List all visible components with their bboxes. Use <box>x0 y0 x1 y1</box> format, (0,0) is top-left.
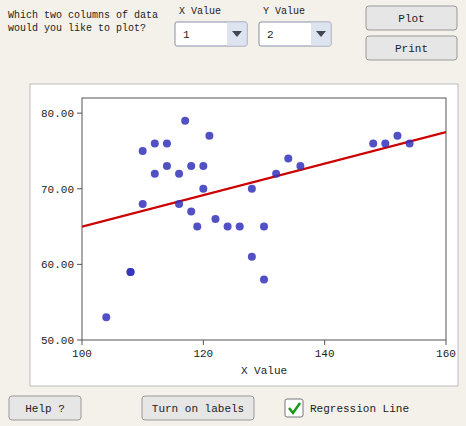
point <box>102 313 110 321</box>
point <box>151 170 159 178</box>
dropdown-arrow <box>316 31 326 37</box>
axes: 100 120 140 160 50.00 60.00 70.00 80.00 X Value <box>41 98 456 377</box>
button-label: Turn on labels <box>152 403 244 415</box>
x-tick-label: 140 <box>315 348 335 360</box>
point <box>260 276 268 284</box>
button-box <box>366 36 457 60</box>
point <box>127 268 135 276</box>
checkbox-label: Regression Line <box>310 403 409 415</box>
point <box>127 268 135 276</box>
dropdown-arrow-area <box>227 23 247 46</box>
plot-frame <box>82 98 446 340</box>
point <box>199 162 207 170</box>
point <box>296 162 304 170</box>
point <box>187 162 195 170</box>
dropdown-label: X Value <box>179 6 221 17</box>
button[interactable]: Help ? <box>9 396 81 420</box>
point <box>139 200 147 208</box>
point <box>199 185 207 193</box>
marks <box>82 117 446 322</box>
button[interactable]: Print <box>366 36 457 60</box>
point <box>205 132 213 140</box>
dropdown-arrow <box>232 31 242 37</box>
button-box <box>142 396 254 420</box>
question-line: Which two columns of data <box>8 10 158 21</box>
x-axis-label: X Value <box>241 365 287 377</box>
y-tick <box>77 340 82 341</box>
y-tick-label: 80.00 <box>41 108 74 120</box>
y-tick <box>77 113 82 114</box>
button-box <box>9 396 81 420</box>
point <box>139 147 147 155</box>
checkbox[interactable] <box>285 399 303 417</box>
dropdown-box <box>259 22 331 46</box>
y-tick <box>77 264 82 265</box>
point <box>381 139 389 147</box>
point <box>163 162 171 170</box>
background <box>0 0 466 426</box>
checkbox-check <box>289 403 300 413</box>
x-tick <box>324 340 325 345</box>
plot-panel <box>30 84 458 386</box>
x-tick <box>203 340 204 345</box>
regression-line <box>82 132 446 227</box>
checkbox-box <box>285 399 303 417</box>
x-tick <box>82 340 83 345</box>
dropdown-box <box>175 22 247 46</box>
point <box>236 223 244 231</box>
point <box>369 139 377 147</box>
point <box>211 215 219 223</box>
y-tick-label: 50.00 <box>41 335 74 347</box>
dropdown-value: 1 <box>183 29 190 41</box>
points <box>102 117 413 322</box>
question-line: would you like to plot? <box>8 23 146 34</box>
point <box>163 139 171 147</box>
point <box>175 200 183 208</box>
dropdown-label: Y Value <box>263 6 305 17</box>
dropdown-arrow-area <box>311 23 331 46</box>
point <box>187 207 195 215</box>
button-label: Help ? <box>25 403 65 415</box>
point <box>248 253 256 261</box>
y-tick <box>77 188 82 189</box>
y-tick-label: 60.00 <box>41 259 74 271</box>
lines <box>82 132 446 227</box>
point <box>193 223 201 231</box>
button[interactable]: Plot <box>366 6 457 30</box>
y-tick-label: 70.00 <box>41 184 74 196</box>
point <box>393 132 401 140</box>
point <box>248 185 256 193</box>
point <box>272 170 280 178</box>
chart: Which two columns of data would you like … <box>0 0 466 426</box>
button[interactable]: Turn on labels <box>142 396 254 420</box>
point <box>284 155 292 163</box>
point <box>406 139 414 147</box>
question: Which two columns of data would you like … <box>8 10 158 34</box>
x-tick <box>446 340 447 345</box>
button-label: Plot <box>398 13 424 25</box>
point <box>175 170 183 178</box>
dropdown[interactable]: 2 <box>259 22 331 46</box>
button-box <box>366 6 457 30</box>
button-label: Print <box>395 43 428 55</box>
point <box>181 117 189 125</box>
x-tick-label: 100 <box>72 348 92 360</box>
point <box>224 223 232 231</box>
dropdown-value: 2 <box>267 29 274 41</box>
x-tick-label: 160 <box>436 348 456 360</box>
point <box>151 139 159 147</box>
point <box>260 223 268 231</box>
dropdown[interactable]: 1 <box>175 22 247 46</box>
x-tick-label: 120 <box>193 348 213 360</box>
